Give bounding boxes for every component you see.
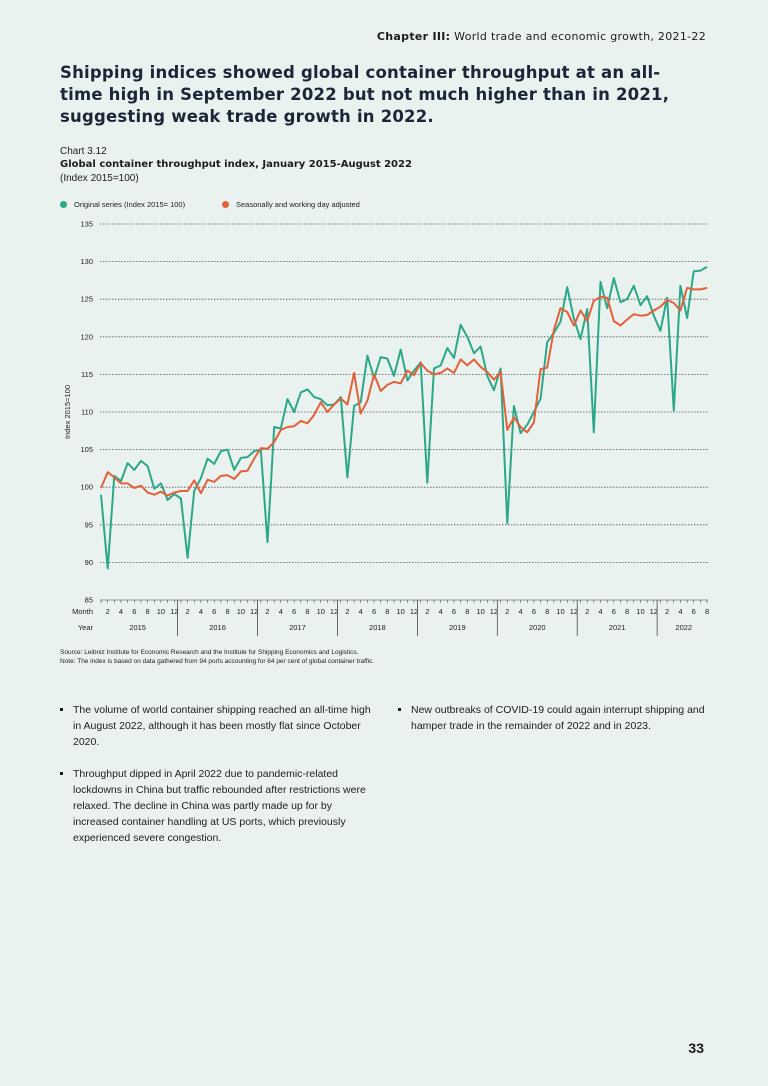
legend-swatch-adjusted (222, 201, 229, 208)
month-tick-label: 4 (199, 607, 203, 616)
month-tick-label: 8 (225, 607, 229, 616)
series-line-adjusted (100, 286, 708, 497)
year-label: 2016 (209, 623, 226, 632)
month-tick-label: 6 (452, 607, 456, 616)
month-tick-label: 2 (185, 607, 189, 616)
month-tick-label: 8 (385, 607, 389, 616)
month-tick-label: 4 (439, 607, 443, 616)
month-tick-label: 10 (237, 607, 245, 616)
month-tick-label: 6 (132, 607, 136, 616)
page-number: 33 (688, 1040, 704, 1056)
month-tick-label: 4 (119, 607, 123, 616)
month-tick-label: 4 (598, 607, 602, 616)
y-tick-label: 110 (81, 408, 93, 417)
month-tick-label: 12 (330, 607, 338, 616)
chapter-title: World trade and economic growth, 2021-22 (454, 30, 706, 43)
chart-number: Chart 3.12 (60, 146, 107, 157)
y-tick-label: 105 (80, 445, 93, 454)
legend-item-original: Original series (Index 2015= 100) (60, 200, 185, 209)
month-tick-label: 10 (397, 607, 405, 616)
month-tick-label: 8 (625, 607, 629, 616)
year-axis-label: Year (78, 623, 94, 632)
chart-subtitle: (Index 2015=100) (60, 173, 139, 184)
y-tick-label: 120 (80, 332, 93, 341)
month-tick-label: 2 (265, 607, 269, 616)
month-tick-label: 8 (146, 607, 150, 616)
month-tick-label: 12 (410, 607, 418, 616)
legend-swatch-original (60, 201, 67, 208)
month-tick-label: 6 (292, 607, 296, 616)
year-label: 2017 (289, 623, 306, 632)
month-axis-label: Month (72, 607, 93, 616)
month-tick-label: 2 (585, 607, 589, 616)
month-tick-label: 8 (305, 607, 309, 616)
line-chart: 85 90 95 100 105 110 115 120 125 130 135 Index 2015… (63, 220, 709, 636)
month-tick-label: 4 (678, 607, 682, 616)
year-label: 2021 (609, 623, 626, 632)
page-headline: Shipping indices showed global container… (60, 63, 670, 126)
y-tick-label: 95 (85, 520, 93, 529)
month-tick-label: 4 (518, 607, 522, 616)
bullet-item: The volume of world container shipping r… (60, 702, 372, 750)
year-label: 2015 (129, 623, 146, 632)
month-tick-label: 12 (570, 607, 578, 616)
month-tick-label: 6 (612, 607, 616, 616)
y-axis-label: Index 2015=100 (63, 385, 72, 439)
y-tick-label: 115 (81, 370, 93, 379)
month-tick-label: 8 (705, 607, 709, 616)
month-tick-label: 12 (490, 607, 498, 616)
y-tick-label: 85 (85, 596, 93, 605)
y-tick-label: 130 (80, 257, 93, 266)
y-tick-label: 100 (80, 483, 93, 492)
month-tick-label: 12 (250, 607, 258, 616)
month-tick-label: 8 (465, 607, 469, 616)
year-label: 2022 (675, 623, 692, 632)
y-tick-label: 135 (80, 220, 93, 229)
month-tick-label: 10 (556, 607, 564, 616)
bullet-item: New outbreaks of COVID-19 could again in… (398, 702, 714, 734)
month-tick-label: 8 (545, 607, 549, 616)
month-tick-label: 10 (157, 607, 165, 616)
legend-label-original: Original series (Index 2015= 100) (74, 200, 186, 209)
year-label: 2020 (529, 623, 546, 632)
month-tick-label: 2 (425, 607, 429, 616)
month-tick-label: 6 (212, 607, 216, 616)
month-tick-label: 4 (359, 607, 363, 616)
month-tick-label: 10 (476, 607, 484, 616)
legend-item-adjusted: Seasonally and working day adjusted (222, 200, 360, 209)
chart-title: Global container throughput index, Janua… (60, 159, 412, 170)
month-tick-label: 2 (106, 607, 110, 616)
chapter-header: Chapter III: World trade and economic gr… (377, 30, 706, 43)
month-tick-label: 2 (345, 607, 349, 616)
chapter-label: Chapter III: (376, 30, 451, 43)
month-tick-label: 4 (279, 607, 283, 616)
month-tick-label: 6 (372, 607, 376, 616)
bullet-item: Throughput dipped in April 2022 due to p… (60, 766, 372, 846)
bullets-left: The volume of world container shipping r… (60, 702, 372, 862)
month-tick-label: 12 (650, 607, 658, 616)
month-tick-label: 10 (317, 607, 325, 616)
month-tick-label: 6 (532, 607, 536, 616)
chart-footnotes: Source: Leibniz Institute for Economic R… (60, 648, 374, 666)
month-tick-label: 12 (170, 607, 178, 616)
month-tick-label: 6 (692, 607, 696, 616)
month-tick-label: 10 (636, 607, 644, 616)
bullets-right: New outbreaks of COVID-19 could again in… (398, 702, 714, 750)
chart-source: Source: Leibniz Institute for Economic R… (60, 649, 359, 656)
year-label: 2018 (369, 623, 386, 632)
y-tick-label: 90 (85, 558, 93, 567)
month-tick-label: 2 (665, 607, 669, 616)
chart-note: Note: The index is based on data gathere… (60, 658, 375, 665)
legend-label-adjusted: Seasonally and working day adjusted (236, 200, 360, 209)
month-tick-label: 2 (505, 607, 509, 616)
y-tick-label: 125 (80, 295, 93, 304)
series-line-original (100, 266, 708, 570)
year-label: 2019 (449, 623, 466, 632)
